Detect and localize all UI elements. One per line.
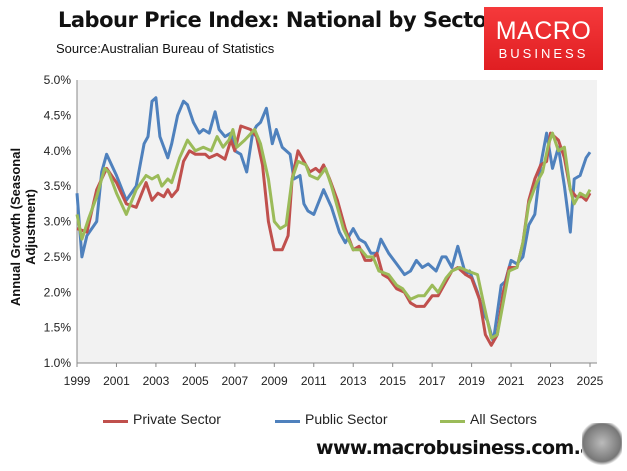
y-tick-label: 4.0% (44, 144, 72, 158)
x-tick-label: 2001 (103, 374, 130, 388)
legend-private: Private Sector (133, 411, 221, 427)
source-note: Source:Australian Bureau of Statistics (56, 41, 275, 56)
logo-line1: MACRO (495, 17, 592, 45)
x-tick-label: 2005 (182, 374, 209, 388)
chart-title: Labour Price Index: National by Sector (58, 8, 497, 32)
x-tick-label: 2009 (261, 374, 288, 388)
x-tick-label: 2023 (537, 374, 564, 388)
legend-swatch-public (275, 420, 300, 423)
legend-all: All Sectors (470, 411, 537, 427)
x-tick-label: 2025 (577, 374, 604, 388)
x-tick-label: 2017 (419, 374, 446, 388)
legend-swatch-private (103, 420, 128, 423)
x-tick-label: 2019 (458, 374, 485, 388)
y-tick-label: 3.5% (44, 179, 72, 193)
x-tick-label: 2003 (143, 374, 170, 388)
logo-line2: BUSINESS (498, 46, 589, 61)
series-line-all-sectors (75, 128, 592, 340)
y-tick-label: 5.0% (44, 73, 72, 87)
macrobusiness-logo: MACRO BUSINESS (484, 7, 603, 70)
y-tick-label: 2.5% (44, 250, 72, 264)
y-tick-label: 1.0% (44, 356, 72, 370)
y-tick-label: 1.5% (44, 321, 72, 335)
legend-swatch-all (440, 420, 465, 423)
legend-public: Public Sector (305, 411, 388, 427)
y-tick-label: 4.5% (44, 108, 72, 122)
x-tick-label: 2021 (498, 374, 525, 388)
y-tick-label: 2.0% (44, 285, 72, 299)
footer-url[interactable]: www.macrobusiness.com.au (316, 437, 606, 459)
x-tick-label: 1999 (64, 374, 91, 388)
x-tick-label: 2007 (221, 374, 248, 388)
y-tick-label: 3.0% (44, 215, 72, 229)
x-tick-label: 2013 (340, 374, 367, 388)
x-tick-label: 2011 (301, 374, 327, 388)
wolf-icon (582, 423, 622, 467)
x-tick-label: 2015 (379, 374, 406, 388)
